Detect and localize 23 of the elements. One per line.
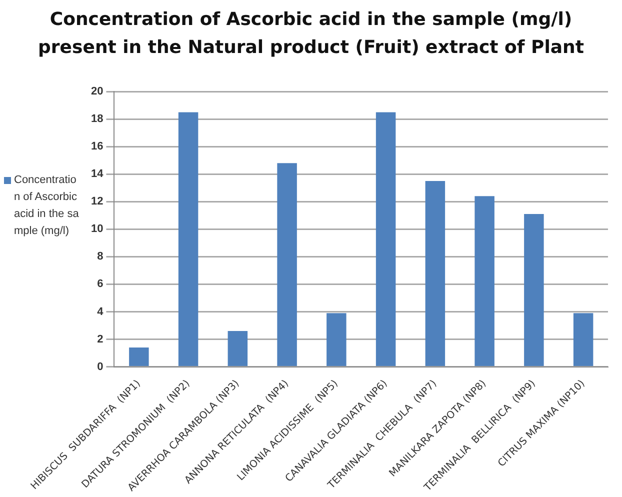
- bar: [277, 163, 297, 366]
- y-tick-label: 0: [97, 360, 104, 373]
- bar: [573, 313, 594, 366]
- bar: [326, 313, 346, 366]
- y-tick-label: 8: [97, 250, 104, 263]
- bar: [524, 214, 544, 366]
- y-tick-label: 10: [90, 223, 104, 236]
- y-tick-label: 6: [97, 278, 104, 290]
- legend-label: Concentration of Ascorbic acid in the sample (mg/l): [14, 173, 80, 239]
- bar: [425, 181, 446, 366]
- bar: [376, 112, 396, 366]
- bar: [474, 196, 494, 366]
- y-tick-label: 14: [90, 168, 104, 180]
- bar: [178, 112, 198, 366]
- bar: [129, 348, 149, 366]
- y-tick-label: 18: [90, 113, 104, 126]
- y-tick-label: 16: [90, 140, 104, 153]
- y-tick-label: 4: [97, 306, 104, 318]
- y-tick-label: 20: [90, 86, 104, 98]
- y-tick-label: 2: [97, 333, 104, 346]
- chart-title: Concentration of Ascorbic acid in the sample (mg/l) present in the Natural product (Fruit) extract of Plant: [37, 8, 585, 60]
- bar: [228, 330, 248, 366]
- y-tick-label: 12: [90, 196, 104, 208]
